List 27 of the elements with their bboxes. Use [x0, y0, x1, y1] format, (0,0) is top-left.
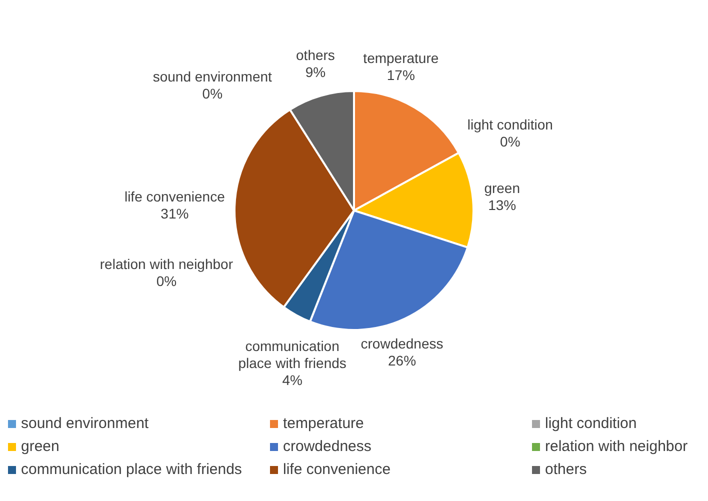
- data-label: 31%: [160, 205, 189, 222]
- legend-label: sound environment: [21, 415, 149, 432]
- data-label: 13%: [488, 197, 516, 214]
- slice-label: others: [296, 47, 335, 64]
- legend-label: others: [545, 461, 587, 478]
- slice-label: green: [484, 180, 520, 196]
- data-label: 4%: [282, 372, 302, 388]
- legend-label: life convenience: [283, 461, 391, 478]
- data-label: 26%: [388, 352, 416, 369]
- text: 0%: [500, 133, 520, 150]
- legend-label: communication place with friends: [21, 461, 242, 478]
- legend-label: crowdedness: [283, 438, 372, 455]
- category-label: relation with neighbor: [100, 256, 233, 272]
- category-label: light condition: [467, 116, 553, 132]
- data-label: 17%: [386, 66, 415, 83]
- category-label: sound environment: [152, 68, 272, 84]
- legend-label: green: [21, 438, 60, 455]
- slice-label: life convenience: [124, 188, 226, 204]
- legend-label: relation with neighbor: [545, 438, 688, 455]
- data-label: 9%: [305, 64, 326, 80]
- slice-label: communication place with friends: [238, 338, 346, 371]
- text: 0%: [156, 273, 177, 290]
- slice-label: crowdedness: [360, 336, 444, 352]
- slice-label: temperature: [363, 50, 439, 66]
- legend-label: light condition: [545, 415, 637, 432]
- legend-label: temperature: [283, 415, 364, 432]
- text: 0%: [202, 85, 223, 102]
